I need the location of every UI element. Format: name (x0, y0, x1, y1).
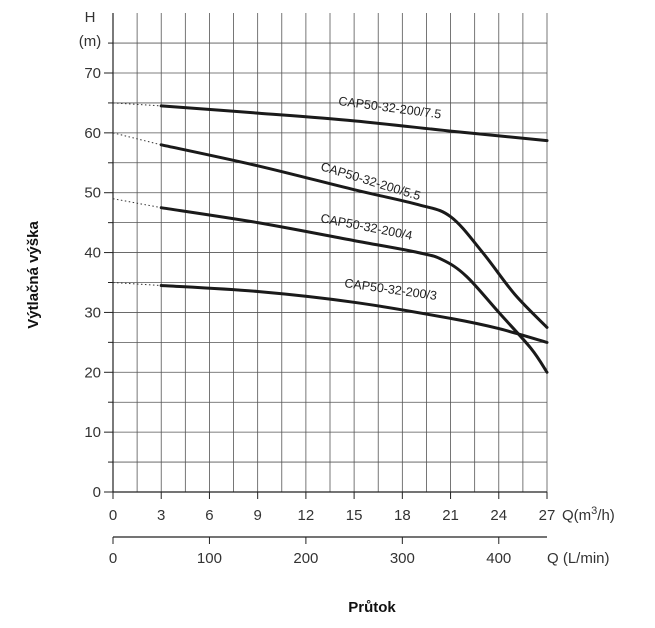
series-label: CAP50-32-200/5.5 (319, 159, 422, 203)
x-tick-label: 27 (539, 507, 556, 524)
x-tick-label: 9 (253, 507, 261, 524)
y-tick-label: 60 (84, 125, 101, 142)
series-shutoff-dotted-line (112, 282, 162, 286)
y-unit-label-m: (m) (79, 33, 102, 50)
x-tick-label: 6 (205, 507, 213, 524)
x-unit-label: Q(m3/h) (562, 505, 615, 524)
x2-tick-label: 400 (486, 550, 511, 567)
series-line (159, 143, 549, 329)
x2-tick-label: 100 (197, 550, 222, 567)
x-tick-label: 0 (109, 507, 117, 524)
x-tick-label: 12 (298, 507, 315, 524)
y-unit-label-h: H (85, 9, 96, 26)
x-tick-label: 24 (490, 507, 507, 524)
x-tick-label: 21 (442, 507, 459, 524)
series-shutoff-dotted-line (112, 102, 162, 107)
y-tick-label: 40 (84, 245, 101, 262)
x2-tick-label: 300 (390, 550, 415, 567)
series-line (159, 104, 549, 143)
x-tick-label: 18 (394, 507, 411, 524)
tick-labels: 0 10 20 30 40 50 60 70 0 3 6 9 12 15 18 21 24 27 0 100 200 30… (84, 65, 555, 567)
x2-unit-label: Q (L/min) (547, 550, 610, 567)
y-axis-title: Výtlačná výška (25, 221, 42, 329)
axes (104, 13, 548, 544)
y-tick-label: 30 (84, 304, 101, 321)
x-tick-label: 3 (157, 507, 165, 524)
grid-lines (113, 13, 548, 492)
y-tick-label: 0 (93, 484, 101, 501)
y-tick-label: 10 (84, 424, 101, 441)
y-tick-label: 70 (84, 65, 101, 82)
y-tick-label: 20 (84, 364, 101, 381)
series-shutoff-dotted-line (112, 198, 162, 209)
series-line (159, 284, 549, 344)
x-tick-label: 15 (346, 507, 363, 524)
x2-tick-label: 200 (293, 550, 318, 567)
series-shutoff-dotted-line (112, 132, 162, 146)
x2-tick-label: 0 (109, 550, 117, 567)
y-tick-label: 50 (84, 185, 101, 202)
series-label: CAP50-32-200/3 (344, 276, 438, 303)
x-axis-title: Průtok (348, 599, 396, 616)
